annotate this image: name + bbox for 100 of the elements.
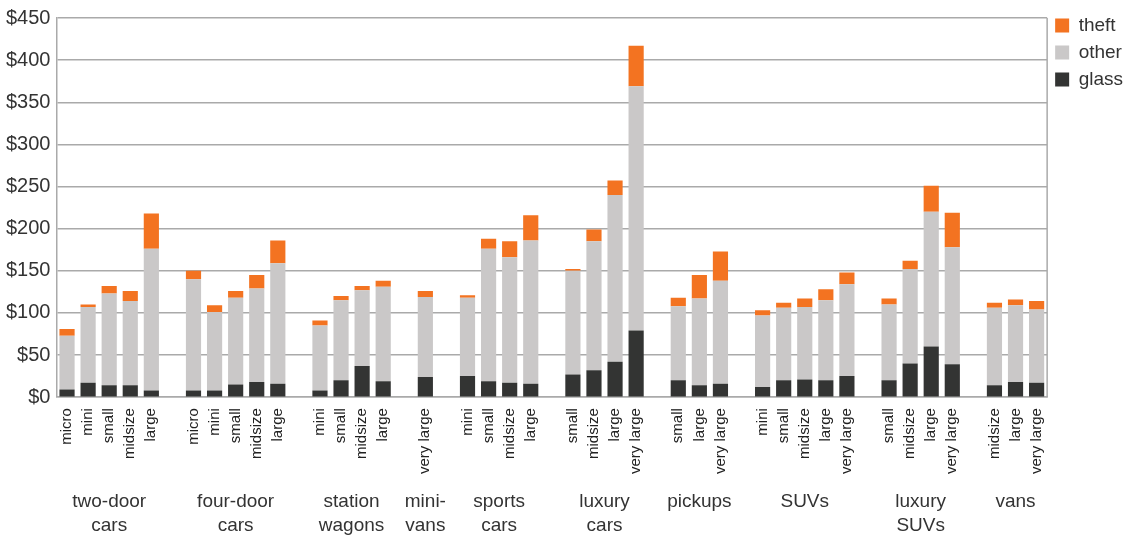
bar — [228, 384, 244, 397]
bar — [691, 274, 707, 299]
bar — [944, 247, 960, 365]
bar — [249, 274, 265, 289]
x-tick-label: very large — [710, 408, 728, 474]
bar — [1029, 309, 1045, 383]
x-tick-label: large — [921, 408, 939, 442]
bar — [459, 297, 476, 377]
bar — [143, 213, 159, 249]
bar — [839, 376, 855, 397]
bar — [755, 315, 771, 388]
bar — [691, 298, 707, 386]
bar — [417, 376, 433, 397]
bar — [502, 241, 518, 258]
bar — [881, 304, 897, 381]
bar — [776, 302, 792, 308]
bar — [755, 310, 771, 316]
legend-label: other — [1078, 40, 1123, 62]
x-tick-label: large — [1005, 408, 1023, 442]
bar — [565, 270, 581, 375]
y-tick-label: $250 — [5, 174, 51, 197]
x-tick-label: small — [773, 408, 791, 444]
bar — [712, 251, 729, 281]
x-tick-label: very large — [626, 408, 644, 474]
bar — [80, 306, 96, 383]
bar — [122, 385, 138, 397]
bar — [354, 290, 370, 366]
x-tick-label: midsize — [352, 408, 370, 459]
bar — [502, 382, 518, 397]
bar — [59, 328, 75, 336]
text: SUVs — [780, 490, 830, 511]
bar — [902, 260, 918, 270]
y-tick-label: $100 — [5, 300, 51, 323]
bar — [986, 307, 1003, 386]
bar — [502, 257, 518, 383]
bar — [523, 383, 539, 397]
text: four-door cars — [197, 490, 275, 535]
bar — [923, 211, 939, 347]
bar — [375, 280, 391, 287]
bar — [312, 320, 328, 326]
bar — [143, 390, 159, 397]
y-tick-label: $0 — [28, 384, 51, 407]
bar — [986, 385, 1003, 397]
bar — [375, 381, 391, 397]
x-tick-label: midsize — [794, 408, 812, 459]
bar — [354, 285, 370, 291]
x-tick-label: mini — [457, 408, 475, 436]
bar — [797, 306, 813, 380]
bar — [797, 379, 813, 397]
x-tick-label: small — [879, 408, 897, 444]
x-tick-label: large — [267, 408, 285, 442]
bar — [59, 389, 75, 397]
bar — [818, 380, 834, 397]
bar — [607, 194, 623, 362]
bar — [776, 307, 792, 381]
y-tick-label: $50 — [17, 342, 51, 365]
bar — [712, 383, 729, 397]
bar — [270, 240, 286, 264]
bar — [923, 346, 939, 397]
bar — [586, 241, 602, 371]
x-tick-label: mini — [310, 408, 328, 436]
bar — [923, 185, 939, 212]
bar — [185, 270, 202, 280]
x-tick-label: large — [815, 408, 833, 442]
bar — [375, 286, 391, 382]
bar — [628, 330, 644, 397]
bar — [628, 45, 644, 87]
bar — [586, 229, 602, 242]
x-tick-label: large — [605, 408, 623, 442]
bar — [185, 279, 202, 391]
bar — [797, 298, 813, 307]
legend-label: theft — [1078, 13, 1117, 35]
bar — [122, 301, 138, 386]
bar — [818, 300, 834, 381]
x-tick-label: small — [225, 408, 243, 444]
bar — [270, 383, 286, 397]
bar — [1007, 299, 1024, 306]
x-tick-label: micro — [183, 408, 201, 445]
bar — [1029, 382, 1045, 397]
x-tick-label: mini — [78, 408, 96, 436]
bar — [228, 297, 244, 385]
x-tick-label: micro — [57, 408, 75, 445]
bar — [417, 290, 433, 297]
bar — [333, 300, 349, 381]
x-tick-label: midsize — [984, 408, 1002, 459]
y-tick-label: $450 — [5, 5, 51, 28]
bar — [1007, 305, 1024, 382]
x-tick-label: small — [563, 408, 581, 444]
bar — [670, 380, 686, 397]
bar — [417, 296, 433, 377]
bar — [122, 290, 138, 302]
x-tick-label: small — [331, 408, 349, 444]
bar — [481, 248, 497, 382]
bar — [944, 212, 960, 248]
bar — [354, 365, 370, 397]
bar — [206, 305, 223, 313]
x-tick-label: mini — [204, 408, 222, 436]
bar — [143, 248, 159, 391]
bar — [670, 306, 686, 381]
bar — [1007, 381, 1024, 397]
